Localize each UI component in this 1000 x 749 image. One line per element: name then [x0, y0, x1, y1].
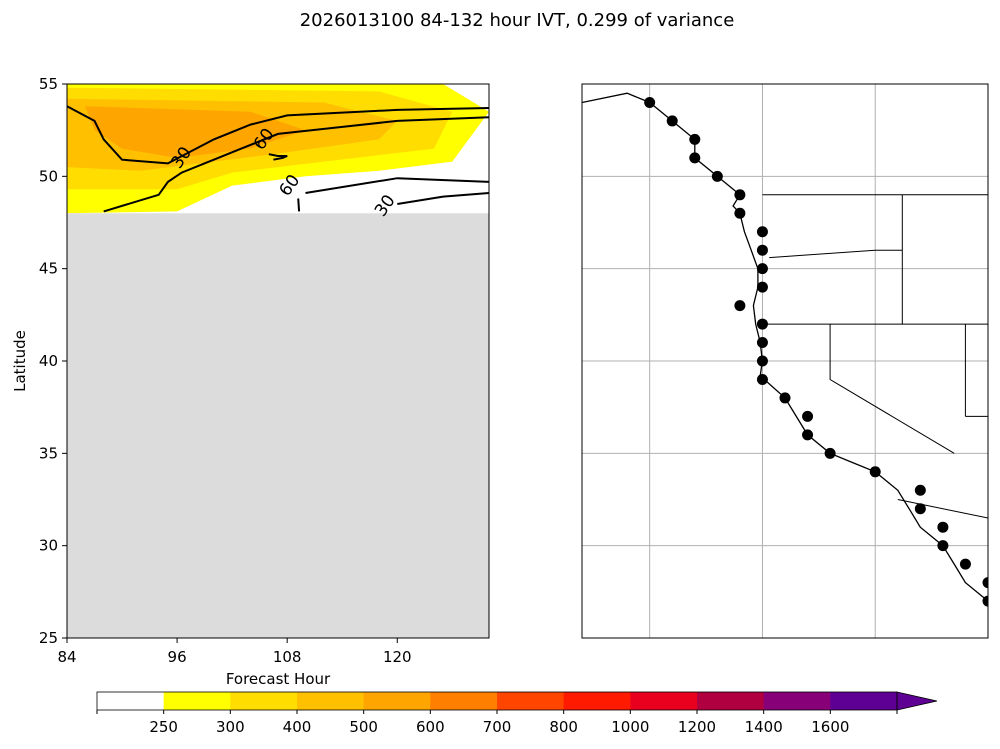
x-tick-label: 120 [383, 648, 412, 666]
colorbar-tick-label: 1000 [611, 718, 649, 736]
location-point [756, 226, 768, 238]
colorbar-tick-label: 250 [149, 718, 178, 736]
location-point [982, 595, 988, 607]
colorbar-cell [763, 692, 831, 710]
right-map-area [581, 83, 989, 639]
y-tick-label: 30 [39, 537, 58, 555]
border-nevada-west [829, 324, 955, 454]
location-point [982, 577, 988, 589]
x-tick-label: 84 [57, 648, 76, 666]
map-frame [581, 83, 989, 639]
x-tick-label: 96 [168, 648, 187, 666]
location-point [914, 503, 926, 515]
location-point [756, 373, 768, 385]
contour-line-0 [66, 105, 490, 165]
ivt-contour-lines [66, 105, 490, 213]
location-point [756, 281, 768, 293]
colorbar-cell [230, 692, 298, 710]
colorbar-tick-label: 400 [283, 718, 312, 736]
colorbar-cells [96, 691, 938, 711]
colorbar-cell [630, 692, 698, 710]
colorbar-tick-label: 700 [483, 718, 512, 736]
y-tick-label: 55 [39, 75, 58, 93]
colorbar-tick-label: 1200 [678, 718, 716, 736]
x-tick-label: 108 [273, 648, 302, 666]
colorbar-tick-label: 1600 [811, 718, 849, 736]
y-axis-label: Latitude [11, 330, 29, 392]
location-point [756, 318, 768, 330]
colorbar: 250 300 400 500 600 700 800 1000 1200 1400 1600 [96, 691, 938, 736]
figure-title: 2026013100 84-132 hour IVT, 0.299 of var… [300, 10, 735, 31]
y-tick-label: 40 [39, 352, 58, 370]
location-point [756, 244, 768, 256]
colorbar-extend-arrow [896, 691, 938, 711]
y-tick-label: 50 [39, 167, 58, 185]
location-point [756, 263, 768, 275]
map-borders [762, 194, 988, 519]
border-oregon-north [769, 249, 903, 259]
location-point [666, 115, 678, 127]
colorbar-cell [563, 692, 631, 710]
location-point [711, 170, 723, 182]
map-gridlines [582, 84, 988, 638]
y-tick-label: 25 [39, 629, 58, 647]
contour-line-4 [305, 177, 490, 194]
colorbar-cell [430, 692, 498, 710]
location-point [802, 410, 814, 422]
location-point [689, 152, 701, 164]
location-point [914, 484, 926, 496]
y-tick-label: 35 [39, 444, 58, 462]
location-point [937, 540, 949, 552]
location-point [644, 96, 656, 108]
colorbar-cell [363, 692, 431, 710]
location-point [734, 207, 746, 219]
location-point [824, 447, 836, 459]
y-axis-ticks: 25 30 35 40 45 50 55 [39, 75, 67, 647]
location-point [802, 429, 814, 441]
colorbar-tick-label: 500 [349, 718, 378, 736]
x-axis-label: Forecast Hour [226, 670, 331, 688]
location-point [937, 521, 949, 533]
location-point [959, 558, 971, 570]
location-point [689, 133, 701, 145]
border-mexico [897, 499, 988, 519]
colorbar-cell [697, 692, 765, 710]
location-point [734, 300, 746, 312]
colorbar-tick-label: 800 [549, 718, 578, 736]
contour-line-3 [297, 198, 301, 212]
colorbar-tick-label: 600 [416, 718, 445, 736]
colorbar-cell [497, 692, 565, 710]
map-points [644, 96, 988, 607]
location-point [779, 392, 791, 404]
x-axis-ticks: 84 96 108 120 [57, 638, 412, 666]
colorbar-cell [830, 692, 898, 710]
y-tick-label: 45 [39, 260, 58, 278]
location-point [734, 189, 746, 201]
contour-line-1 [103, 116, 490, 213]
colorbar-tick-label: 1400 [745, 718, 783, 736]
colorbar-cell [97, 692, 165, 710]
contour-line-2 [268, 153, 288, 161]
location-point [756, 355, 768, 367]
colorbar-cell [163, 692, 231, 710]
colorbar-tick-label: 300 [216, 718, 245, 736]
location-point [869, 466, 881, 478]
location-point [756, 337, 768, 349]
contour-line-5 [397, 192, 490, 205]
no-data-region [67, 213, 489, 638]
colorbar-ticks: 250 300 400 500 600 700 800 1000 1200 1400 1600 [96, 710, 898, 736]
colorbar-cell [297, 692, 365, 710]
